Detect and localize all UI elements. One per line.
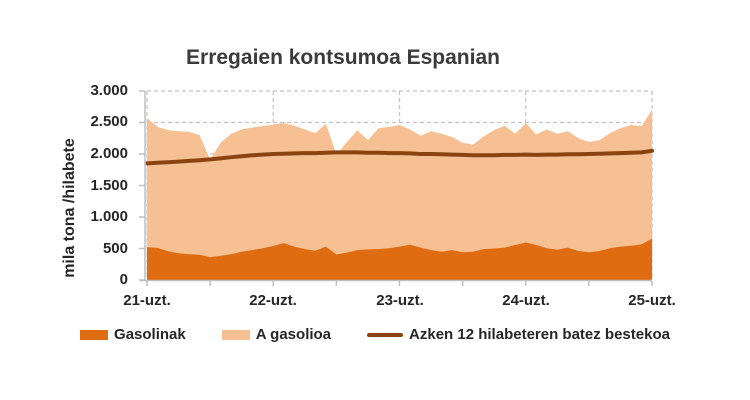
average-line-swatch xyxy=(367,332,404,337)
y-tick-500: 500 xyxy=(102,240,128,257)
y-tick-2500: 2.500 xyxy=(90,113,128,130)
legend-item-average: Azken 12 hilabeteren batez bestekoa xyxy=(367,326,670,343)
x-tick-25uzt: 25-uzt. xyxy=(628,292,676,309)
x-tick-23uzt: 23-uzt. xyxy=(376,292,424,309)
y-tick-3000: 3.000 xyxy=(90,82,128,99)
x-tick-21uzt: 21-uzt. xyxy=(123,292,171,309)
axes-and-ticks xyxy=(139,90,653,286)
chart-title: Erregaien kontsumoa Espanian xyxy=(186,46,500,69)
legend: Gasolinak A gasolioa Azken 12 hilabetere… xyxy=(0,326,750,343)
a-gasolioa-swatch xyxy=(221,329,250,340)
legend-item-gasolinak: Gasolinak xyxy=(80,326,186,343)
gasolinak-swatch xyxy=(80,329,109,340)
x-tick-22uzt: 22-uzt. xyxy=(249,292,297,309)
average-legend-label: Azken 12 hilabeteren batez bestekoa xyxy=(409,326,670,343)
a-gasolioa-legend-label: A gasolioa xyxy=(255,326,332,343)
x-tick-24uzt: 24-uzt. xyxy=(502,292,550,309)
stacked-area-series xyxy=(147,109,652,281)
gasolinak-legend-label: Gasolinak xyxy=(114,326,186,343)
legend-item-a-gasolioa: A gasolioa xyxy=(221,326,332,343)
y-tick-0: 0 xyxy=(119,271,128,288)
y-tick-1500: 1.500 xyxy=(90,177,128,194)
y-tick-2000: 2.000 xyxy=(90,145,128,162)
moving-average-line xyxy=(145,148,654,166)
y-tick-1000: 1.000 xyxy=(90,208,128,225)
